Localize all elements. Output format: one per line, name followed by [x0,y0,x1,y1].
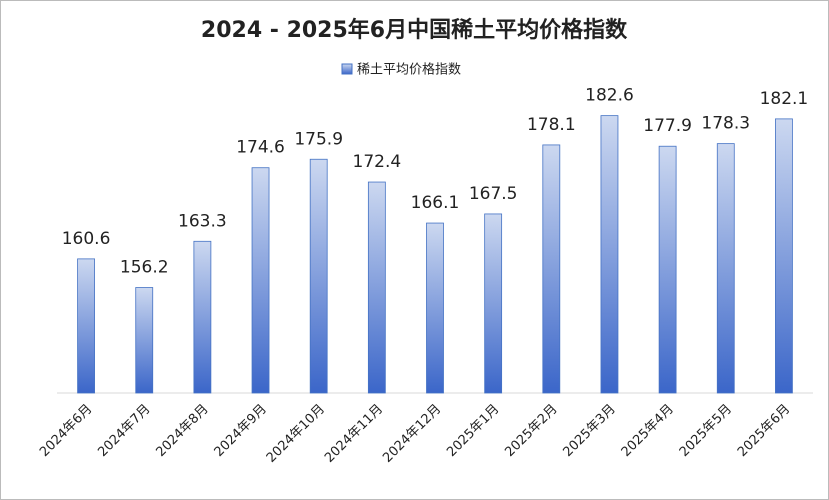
data-label: 178.1 [527,115,576,135]
data-label: 182.6 [585,86,634,106]
data-label: 163.3 [178,211,227,231]
data-label: 160.6 [62,229,111,249]
data-label: 166.1 [411,193,460,213]
data-label: 177.9 [643,116,692,136]
bar [658,145,677,394]
bar [135,287,154,394]
legend-swatch [341,63,353,75]
data-label: 156.2 [120,258,169,278]
bar [600,115,619,394]
data-label: 174.6 [236,138,285,158]
data-label: 172.4 [353,152,402,172]
bar [542,144,561,394]
bar [193,240,212,394]
legend-label: 稀土平均价格指数 [357,62,461,78]
data-label: 178.3 [701,114,750,134]
bar [251,167,270,394]
bar [77,258,95,394]
data-label: 175.9 [294,129,343,149]
bar [426,222,444,394]
bar [367,181,386,394]
data-label: 182.1 [760,89,809,109]
chart-title: 2024 - 2025年6月中国稀土平均价格指数 [201,17,628,43]
bar [716,143,735,394]
bar [309,158,328,394]
bar [484,213,503,394]
bar [775,118,793,394]
data-label: 167.5 [469,184,518,204]
